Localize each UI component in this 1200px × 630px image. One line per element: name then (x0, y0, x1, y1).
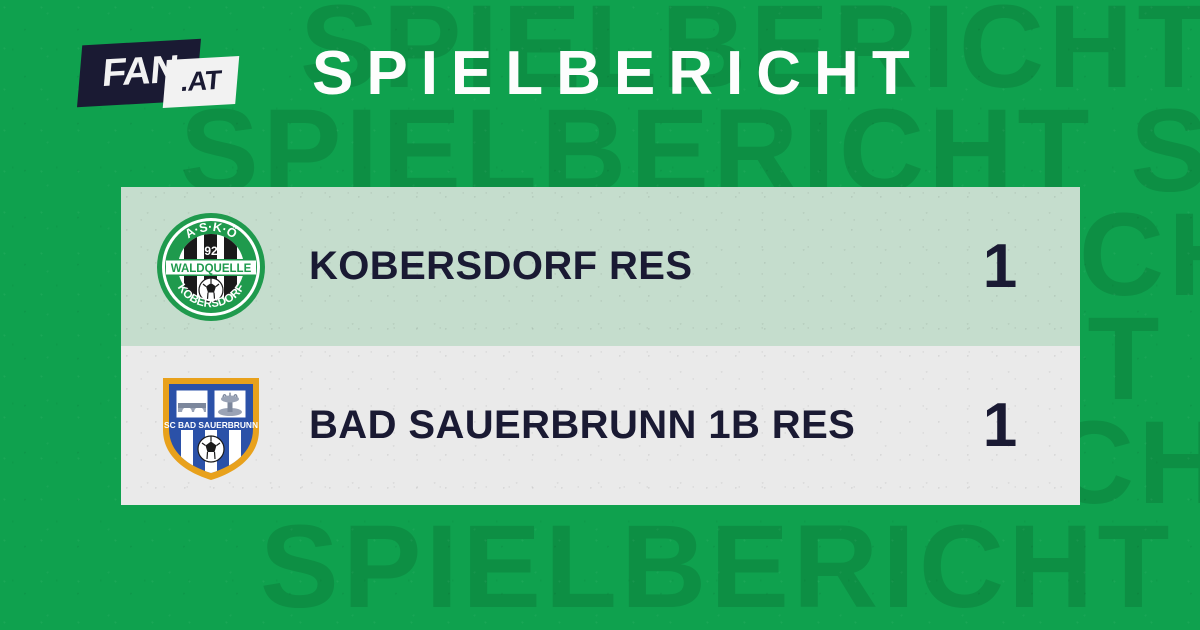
away-crest-wrap: SC BAD SAUERBRUNN (145, 370, 277, 482)
away-team-score: 1 (982, 390, 1018, 460)
svg-text:WALDQUELLE: WALDQUELLE (171, 263, 252, 275)
askoe-waldquelle-kobersdorf-crest-icon: 1925 WALDQUELLE A·S·K·Ö KOBERSDORF (157, 212, 265, 321)
score-row-away[interactable]: SC BAD SAUERBRUNN BAD SAUERBRUNN 1B RES … (121, 346, 1080, 505)
svg-text:A·S·K·Ö: A·S·K·Ö (183, 219, 241, 240)
watermark-row: SPIELBERICHT SPIELBERICHT SPIELBERICHT (300, 0, 1200, 113)
scoreboard: 1925 WALDQUELLE A·S·K·Ö KOBERSDORF (121, 187, 1080, 505)
watermark-row: SPIELBERICHT SPIELBERICHT SPIELBERICHT (260, 501, 1200, 630)
away-team-name: BAD SAUERBRUNN 1B RES (309, 403, 856, 448)
home-crest-wrap: 1925 WALDQUELLE A·S·K·Ö KOBERSDORF (145, 211, 277, 323)
header: FAN .AT SPIELBERICHT (0, 0, 1200, 150)
fan-at-logo[interactable]: FAN .AT (77, 38, 248, 110)
sc-bad-sauerbrunn-crest-icon: SC BAD SAUERBRUNN (163, 377, 259, 480)
logo-at-text: .AT (179, 64, 223, 98)
svg-text:1925: 1925 (198, 244, 225, 258)
page-title: SPIELBERICHT (312, 39, 923, 108)
home-team-name: KOBERSDORF RES (309, 244, 693, 289)
svg-text:SC BAD SAUERBRUNN: SC BAD SAUERBRUNN (164, 420, 258, 430)
home-team-score: 1 (982, 231, 1018, 301)
score-row-home[interactable]: 1925 WALDQUELLE A·S·K·Ö KOBERSDORF (121, 187, 1080, 346)
